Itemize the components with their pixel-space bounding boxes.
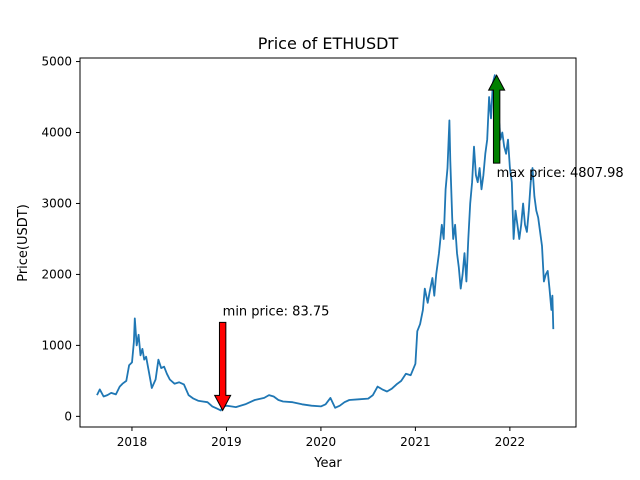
y-tick-label: 4000	[41, 126, 72, 140]
y-axis: 0 1000 2000 3000 4000 5000	[41, 55, 80, 423]
x-tick-label: 2021	[400, 435, 431, 449]
y-axis-label: Price(USDT)	[16, 204, 31, 282]
plot-area	[79, 57, 577, 428]
x-tick-label: 2019	[211, 435, 242, 449]
y-tick-label: 5000	[41, 55, 72, 69]
x-tick-label: 2020	[306, 435, 337, 449]
annotation-label: max price: 4807.98	[497, 166, 624, 181]
y-tick-label: 1000	[41, 338, 72, 352]
x-tick-label: 2018	[117, 435, 148, 449]
chart-title: Price of ETHUSDT	[258, 34, 399, 53]
annotation-label: min price: 83.75	[223, 304, 330, 319]
annotations: min price: 83.75 max price: 4807.98	[213, 74, 624, 412]
annotation-arrow	[213, 321, 232, 412]
y-tick-label: 2000	[41, 267, 72, 281]
x-axis: 2018 2019 2020 2021 2022	[117, 427, 525, 449]
x-tick-label: 2022	[495, 435, 526, 449]
annotation-arrow	[487, 74, 506, 164]
price-line	[96, 74, 555, 412]
x-axis-label: Year	[313, 456, 342, 471]
y-tick-label: 0	[64, 409, 72, 423]
y-tick-label: 3000	[41, 196, 72, 210]
